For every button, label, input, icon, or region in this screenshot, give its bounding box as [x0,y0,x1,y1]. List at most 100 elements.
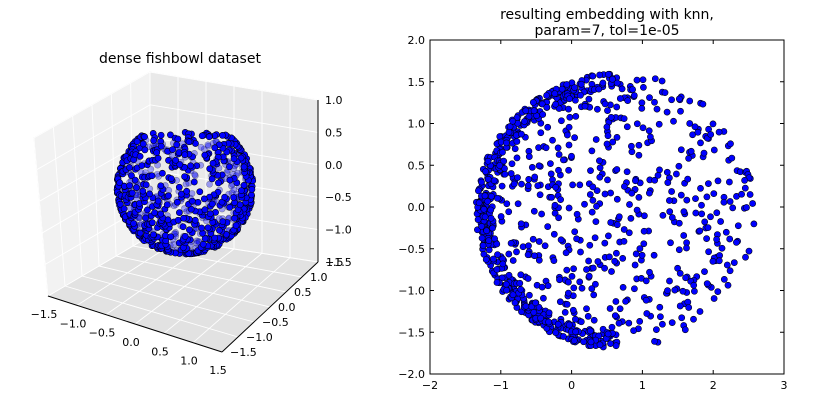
scatter-point-2d [588,208,596,216]
scatter-point-2d [701,268,708,275]
scatter-point-2d [618,85,626,93]
scatter-point-2d [544,123,552,131]
scatter-point-2d [566,95,573,103]
scatter-point-2d [631,261,639,269]
scatter-point-2d [485,237,493,244]
scatter-point-3d [219,132,226,139]
scatter-point-2d [518,180,525,188]
scatter-point-2d [531,252,538,260]
scatter-point-2d [552,100,559,108]
scatter-point-2d [604,330,612,338]
scatter-point-2d [542,144,550,152]
scatter-point-2d [547,170,555,178]
scatter-point-3d [179,223,187,231]
scatter-point-2d [551,90,559,97]
scatter-point-2d [620,115,628,122]
scatter-point-2d [482,168,489,175]
scatter-point-2d [608,268,615,275]
scatter-point-3d [167,175,175,182]
scatter-point-2d [640,84,647,91]
scatter-point-2d [640,240,648,248]
scatter-point-2d [525,113,533,120]
scatter-point-2d [594,105,601,113]
scatter-point-2d [713,209,721,217]
scatter-point-3d [208,200,216,208]
scatter-point-2d [661,89,669,96]
scatter-point-2d [586,191,594,198]
scatter-point-2d [478,223,485,230]
scatter-point-2d [612,342,620,350]
scatter-point-3d [191,171,199,178]
scatter-point-2d [592,280,599,288]
scatter-point-2d [484,175,492,183]
scatter-point-3d [173,198,181,206]
scatter-point-2d [609,75,616,83]
scatter-point-2d [513,248,520,256]
scatter-point-2d [543,103,551,111]
scatter-point-2d [651,75,659,83]
scatter-point-2d [601,239,609,247]
scatter-point-3d [193,237,201,245]
scatter-point-3d [226,204,234,211]
scatter-point-2d [607,340,614,347]
scatter-point-3d [216,227,223,234]
scatter-point-3d [139,140,147,148]
scatter-point-3d [146,190,153,198]
scatter-point-2d [655,120,663,128]
scatter-point-2d [475,199,483,207]
scatter-point-2d [690,315,697,323]
scatter-point-2d [653,105,661,113]
y-tick-label: −1.5 [398,326,425,339]
scatter-point-2d [685,155,692,162]
scatter-point-3d [198,224,205,232]
scatter-point-2d [490,177,498,184]
scatter-point-3d [206,165,214,173]
scatter-point-2d [589,197,597,204]
scatter-point-3d [204,141,212,149]
scatter-point-2d [650,251,658,259]
scatter-point-2d [596,164,604,172]
scatter-point-2d [728,154,736,162]
grid-line [52,126,66,287]
scatter-point-2d [543,92,550,99]
scatter-point-2d [489,224,496,232]
scatter-point-3d [126,182,133,189]
scatter-point-2d [663,108,671,116]
scatter-point-2d [517,286,525,293]
scatter-point-2d [691,123,699,131]
scatter-point-2d [499,260,507,268]
x-tick-label: 1.0 [180,355,198,368]
scatter-point-2d [540,294,547,302]
scatter-point-2d [680,232,688,239]
grid-line [72,115,83,277]
scatter-point-2d [507,239,515,247]
scatter-point-3d [205,133,213,141]
scatter-point-2d [729,204,737,212]
scatter-point-2d [625,319,633,327]
scatter-point-3d [206,180,213,188]
scatter-point-3d [193,240,201,247]
scatter-point-2d [494,251,501,258]
scatter-point-2d [656,166,663,174]
scatter-point-2d [651,338,658,345]
scatter-point-3d [159,169,166,177]
scatter-point-3d [174,135,182,143]
scatter-point-2d [573,235,580,243]
scatter-point-2d [723,261,731,269]
scatter-point-2d [507,170,515,177]
scatter-point-2d [742,253,749,261]
scatter-point-2d [639,124,647,132]
scatter-point-3d [157,142,165,150]
chart-3d-title: dense fishbowl dataset [99,51,261,67]
scatter-point-3d [128,172,135,180]
x-tick-label: 0.0 [122,336,140,349]
scatter-point-2d [529,235,537,243]
scatter-point-2d [505,271,513,279]
scatter-point-2d [585,257,592,265]
scatter-point-2d [551,201,559,209]
scatter-point-2d [636,245,644,252]
scatter-point-2d [552,329,560,336]
scatter-point-2d [560,156,567,164]
scatter-point-2d [625,229,633,237]
y-tick-label: 2.0 [408,34,426,47]
